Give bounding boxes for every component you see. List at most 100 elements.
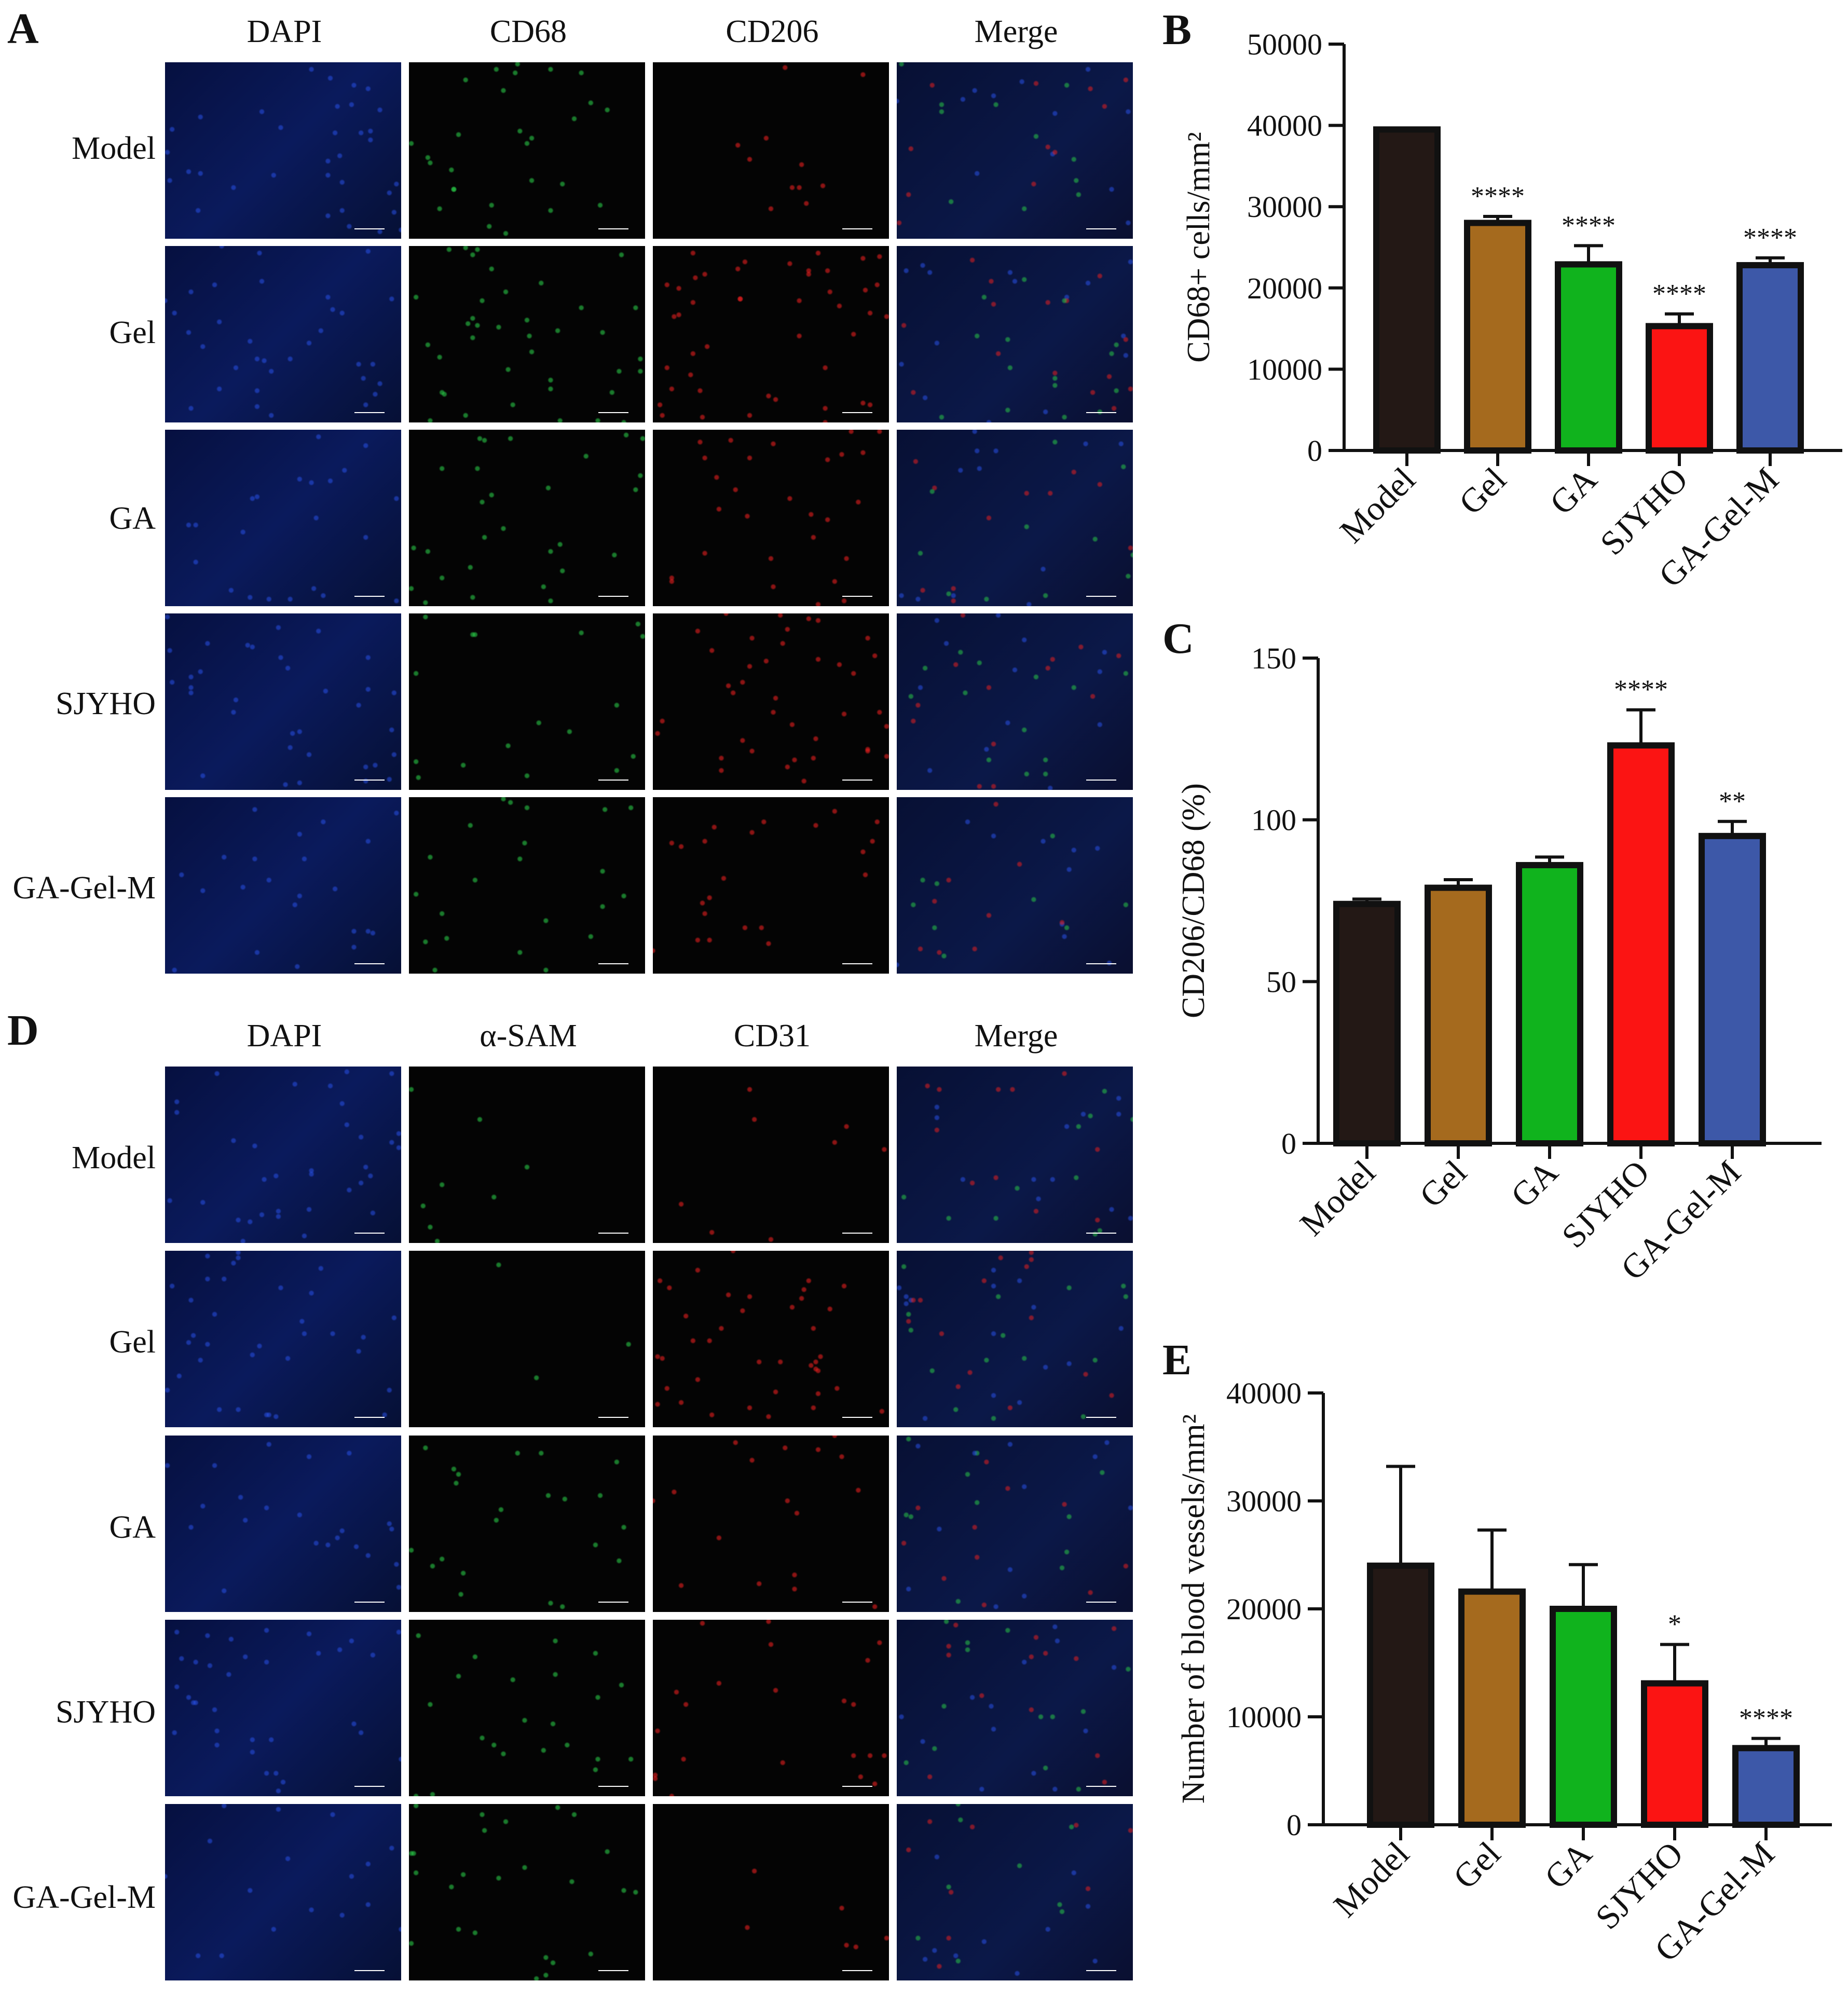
bar-sjyho: [1641, 1680, 1708, 1828]
scale-bar: [842, 1602, 872, 1603]
scale-bar: [1086, 963, 1116, 964]
panel-a-micrograph-cd206-row2: [653, 246, 889, 422]
scale-bar: [598, 412, 628, 413]
x-tick-label: Gel: [1446, 1835, 1508, 1896]
panel-a-micrograph-cd206-row1: [653, 62, 889, 239]
panel-a-col-merge: Merge: [974, 14, 1058, 49]
panel-a-row-ga-gel-m: GA-Gel-M: [12, 870, 156, 906]
panel-letter-d: D: [7, 1006, 39, 1055]
panel-d-col-merge: Merge: [974, 1018, 1058, 1054]
scale-bar: [1086, 596, 1116, 597]
panel-d-micrograph-dapi-row2: [165, 1251, 401, 1427]
scale-bar: [842, 1417, 872, 1418]
panel-a-micrograph-merge-row1: [897, 62, 1133, 239]
panel-d-row-model: Model: [72, 1140, 156, 1176]
y-tick-label: 20000: [1226, 1592, 1302, 1626]
y-tick-label: 40000: [1226, 1376, 1302, 1410]
scale-bar: [842, 780, 872, 781]
panel-d-micrograph-cd31-row2: [653, 1251, 889, 1427]
panel-a-micrograph-cd68-row4: [409, 613, 645, 790]
scale-bar: [598, 1417, 628, 1418]
panel-a-micrograph-cd206-row5: [653, 797, 889, 974]
panel-a-micrograph-dapi-row4: [165, 613, 401, 790]
significance-mark: ****: [1743, 223, 1797, 253]
panel-a-micrograph-merge-row5: [897, 797, 1133, 974]
scale-bar: [842, 1233, 872, 1234]
panel-d-micrograph-cd31-row4: [653, 1620, 889, 1796]
scale-bar: [842, 1970, 872, 1971]
bar-sjyho: [1607, 742, 1675, 1147]
panel-a-micrograph-dapi-row2: [165, 246, 401, 422]
scale-bar: [842, 963, 872, 964]
panel-a-micrograph-dapi-row3: [165, 430, 401, 606]
x-tick-label: Model: [1293, 1153, 1382, 1243]
scale-bar: [842, 1786, 872, 1787]
scale-bar: [354, 1233, 385, 1234]
panel-d-micrograph-asam-row5: [409, 1804, 645, 1980]
y-tick-label: 150: [1251, 641, 1296, 675]
panel-d-micrograph-merge-row2: [897, 1251, 1133, 1427]
y-axis-label: CD206/CD68 (%): [1176, 783, 1211, 1018]
panel-a-row-ga: GA: [109, 501, 156, 536]
bar-sjyho: [1646, 323, 1713, 454]
bar-gel: [1458, 1588, 1526, 1828]
bar-ga: [1555, 261, 1622, 454]
panel-d-row-sjyho: SJYHO: [56, 1694, 156, 1730]
x-tick-label: GA: [1543, 460, 1605, 522]
scale-bar: [1086, 1970, 1116, 1971]
y-tick-label: 50: [1266, 965, 1296, 999]
scale-bar: [842, 596, 872, 597]
scale-bar: [598, 780, 628, 781]
scale-bar: [354, 1417, 385, 1418]
chart-e-blood-vessels: E 0 10000 20000 30000 40000 Number of blood ve…: [1162, 1336, 1832, 1969]
significance-mark: ****: [1652, 279, 1706, 309]
panel-a-micrograph-cd68-row2: [409, 246, 645, 422]
scale-bar: [1086, 228, 1116, 229]
panel-a-row-model: Model: [72, 131, 156, 166]
panel-d-micrograph-dapi-row1: [165, 1067, 401, 1243]
scale-bar: [598, 1786, 628, 1787]
bar-ga-gel-m: [1732, 1745, 1800, 1828]
scale-bar: [598, 228, 628, 229]
y-tick-label: 50000: [1247, 28, 1322, 61]
panel-a-micrograph-merge-row4: [897, 613, 1133, 790]
y-tick-label: 20000: [1247, 271, 1322, 305]
scale-bar: [598, 1602, 628, 1603]
bar-model: [1373, 126, 1441, 454]
panel-d-micrograph-asam-row2: [409, 1251, 645, 1427]
y-tick-label: 10000: [1247, 352, 1322, 386]
panel-d-row-ga: GA: [109, 1510, 156, 1545]
panel-d-col-asam: α-SAM: [480, 1018, 577, 1054]
scale-bar: [1086, 1786, 1116, 1787]
significance-mark: *: [1668, 1610, 1681, 1639]
panel-a-micrograph-merge-row3: [897, 430, 1133, 606]
scale-bar: [1086, 412, 1116, 413]
scale-bar: [598, 1233, 628, 1234]
chart-c-panel-letter: C: [1162, 618, 1194, 663]
panel-d-micrograph-merge-row3: [897, 1436, 1133, 1612]
panel-a-micrograph-cd206-row3: [653, 430, 889, 606]
panel-a-micrograph-cd68-row5: [409, 797, 645, 974]
y-tick-label: 0: [1286, 1808, 1302, 1842]
bar-ga: [1516, 862, 1583, 1146]
panel-d-micrograph-asam-row4: [409, 1620, 645, 1796]
panel-a-col-cd68: CD68: [489, 14, 567, 49]
scale-bar: [1086, 1233, 1116, 1234]
scale-bar: [598, 596, 628, 597]
x-tick-label: Gel: [1413, 1153, 1474, 1215]
y-tick-label: 0: [1307, 434, 1322, 468]
panel-d-micrograph-merge-row4: [897, 1620, 1133, 1796]
y-tick-label: 30000: [1226, 1484, 1302, 1518]
panel-d-col-dapi: DAPI: [247, 1018, 322, 1054]
panel-a-micrograph-cd206-row4: [653, 613, 889, 790]
scale-bar: [354, 963, 385, 964]
panel-a-micrograph-cd68-row1: [409, 62, 645, 239]
panel-d-micrograph-merge-row1: [897, 1067, 1133, 1243]
significance-mark: ****: [1562, 211, 1616, 240]
bar-ga-gel-m: [1699, 832, 1766, 1147]
panel-d-micrograph-cd31-row1: [653, 1067, 889, 1243]
bar-gel: [1425, 884, 1492, 1146]
y-tick-label: 30000: [1247, 190, 1322, 224]
panel-a-row-gel: Gel: [109, 315, 156, 350]
